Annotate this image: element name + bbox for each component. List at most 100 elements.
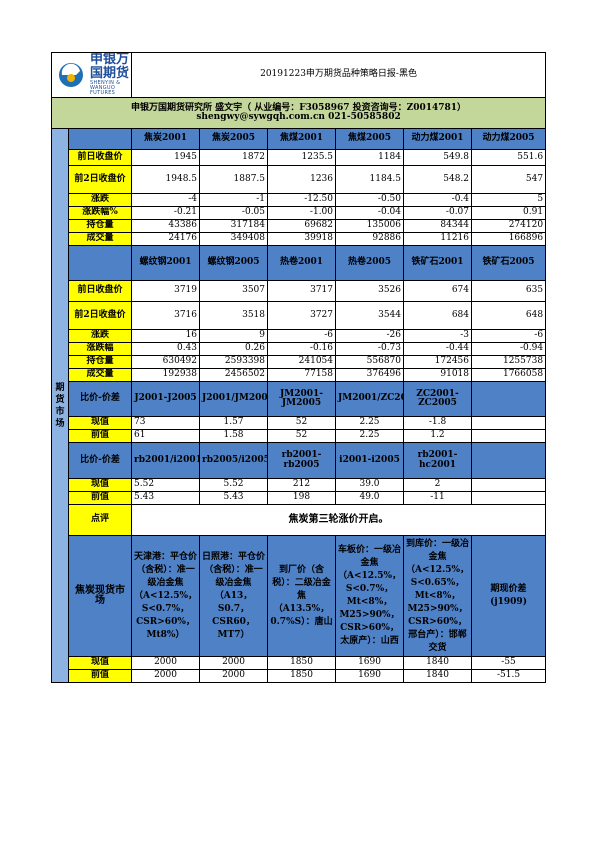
value-cell: 1945 [131,149,201,166]
value-cell: 3727 [267,301,337,330]
value-cell: 241054 [267,355,337,369]
column-header: rb2001-rb2005 [267,442,337,479]
value-cell: -1.8 [403,416,473,430]
header-row: 比价-价差 rb2001/i2001 rb2005/i2005 rb2001-rb20… [52,442,547,479]
value-cell: 1850 [267,669,337,683]
section-label-char: 市 [55,406,65,417]
logo: 申银万国期货 SHENYIN & WANGUO FUTURES [50,52,133,98]
report-table: 申银万国期货 SHENYIN & WANGUO FUTURES 20191223… [50,52,547,683]
row-label: 比价-价差 [67,381,133,417]
value-cell: 24176 [131,232,201,246]
value-cell: 551.6 [471,149,547,166]
column-header: 螺纹钢2005 [199,245,269,281]
value-cell: 2000 [199,656,269,670]
row-label: 现值 [67,416,133,430]
row-label: 前日收盘价 [67,149,133,166]
value-cell: 648 [471,301,547,330]
table-row: 成交量 192938 2456502 77158 376496 91018 1766058 [52,368,547,382]
value-cell: -0.44 [403,342,473,356]
value-cell: 2593398 [199,355,269,369]
value-cell: 630492 [131,355,201,369]
comment-text: 焦炭第三轮涨价开启。 [131,504,547,536]
row-label: 前值 [67,491,133,505]
value-cell: 52 [267,429,337,443]
value-cell: -0.21 [131,206,201,220]
spot-column-header: 期现价差(j1909) [471,535,547,657]
row-label: 前2日收盘价 [67,165,133,194]
value-cell: -4 [131,193,201,207]
value-cell: 1184 [335,149,405,166]
value-cell: 61 [131,429,201,443]
value-cell: -3 [403,329,473,343]
value-cell [471,478,547,492]
value-cell: -12.50 [267,193,337,207]
value-cell: 3507 [199,280,269,302]
value-cell: 1840 [403,669,473,683]
column-header: ZC2001-ZC2005 [403,381,473,417]
section-label-char: 货 [55,394,65,405]
table-row: 前值 2000 2000 1850 1690 1840 -51.5 [52,669,547,683]
value-cell: -11 [403,491,473,505]
table-row: 涨跌 16 9 -6 -26 -3 -6 [52,329,547,343]
value-cell: 274120 [471,219,547,233]
value-cell: 635 [471,280,547,302]
value-cell: 69682 [267,219,337,233]
value-cell: 2.25 [335,416,405,430]
value-cell: 198 [267,491,337,505]
value-cell: 16 [131,329,201,343]
value-cell: 674 [403,280,473,302]
value-cell: 1690 [335,656,405,670]
value-cell: 1887.5 [199,165,269,194]
row-label: 涨跌幅 [67,342,133,356]
value-cell: 1.2 [403,429,473,443]
value-cell: 5.43 [131,491,201,505]
row-label: 涨跌幅% [67,206,133,220]
value-cell: 2000 [199,669,269,683]
value-cell: -0.94 [471,342,547,356]
value-cell: 547 [471,165,547,194]
value-cell: 5.52 [131,478,201,492]
value-cell: 2 [403,478,473,492]
corner-cell [67,128,133,150]
value-cell [471,416,547,430]
column-header: JM2001/ZC2001 [335,381,405,417]
institute-line1: 申银万国期货研究所 盛文宇（ 从业编号：F3058967 投资咨询号：Z0014… [131,102,467,113]
table-row: 前2日收盘价 3716 3518 3727 3544 684 648 [52,301,547,330]
column-header: J2001/JM2001 [199,381,269,417]
table-row: 持仓量 630492 2593398 241054 556870 172456 125573… [52,355,547,369]
value-cell: 317184 [199,219,269,233]
row-label: 持仓量 [67,219,133,233]
value-cell: 39.0 [335,478,405,492]
company-logo-icon [56,61,86,89]
column-header: rb2005/i2005 [199,442,269,479]
spot-column-header: 日照港：平仓价（含税）：准一级冶金焦（A13，S0.7，CSR60，MT7） [199,535,269,657]
value-cell: 2456502 [199,368,269,382]
section-label-char: 期 [55,382,65,393]
table-row: 前2日收盘价 1948.5 1887.5 1236 1184.5 548.2 547 [52,165,547,194]
table-row: 前日收盘价 1945 1872 1235.5 1184 549.8 551.6 [52,149,547,166]
column-header: 动力煤2005 [471,128,547,150]
value-cell: -0.73 [335,342,405,356]
column-header: 热卷2001 [267,245,337,281]
value-cell: -51.5 [471,669,547,683]
column-header: JM2001-JM2005 [267,381,337,417]
value-cell: 172456 [403,355,473,369]
value-cell: 349408 [199,232,269,246]
value-cell: 1.58 [199,429,269,443]
value-cell: -0.05 [199,206,269,220]
value-cell: 2.25 [335,429,405,443]
value-cell: 1766058 [471,368,547,382]
value-cell: 0.43 [131,342,201,356]
value-cell: 556870 [335,355,405,369]
institute-line2: shengwy@sywgqh.com.cn 021-50585802 [196,112,401,122]
value-cell: 0.26 [199,342,269,356]
header-row: 螺纹钢2001 螺纹钢2005 热卷2001 热卷2005 铁矿石2001 铁矿石2005 [52,245,547,281]
report-title: 20191223申万期货品种策略日报-黑色 [131,52,547,98]
value-cell: -0.04 [335,206,405,220]
row-label: 前日收盘价 [67,280,133,302]
spot-label: 焦炭现货市场 [67,535,133,657]
column-header: 焦炭2001 [131,128,201,150]
logo-en-text: SHENYIN & WANGUO FUTURES [90,79,121,97]
value-cell: 3544 [335,301,405,330]
value-cell: -0.4 [403,193,473,207]
